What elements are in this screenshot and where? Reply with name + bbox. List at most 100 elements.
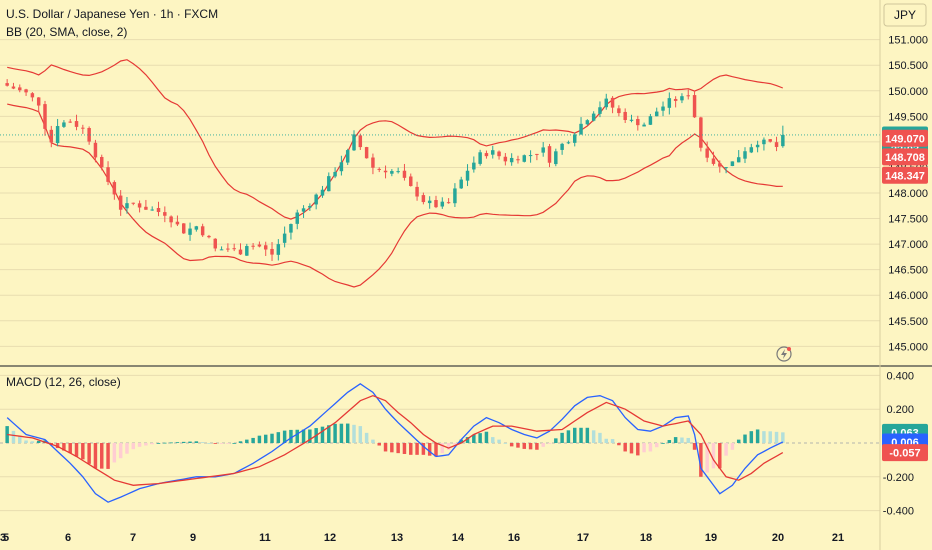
candle-body[interactable] bbox=[781, 134, 785, 147]
histogram-bar[interactable] bbox=[93, 443, 98, 469]
candle-body[interactable] bbox=[667, 98, 672, 108]
histogram-bar[interactable] bbox=[699, 443, 703, 477]
candle-body[interactable] bbox=[522, 155, 527, 162]
histogram-bar[interactable] bbox=[579, 427, 583, 443]
bb-lower-tag[interactable]: 148.347 bbox=[885, 170, 925, 182]
histogram-bar[interactable] bbox=[629, 443, 634, 454]
histogram-bar[interactable] bbox=[55, 443, 60, 449]
histogram-bar[interactable] bbox=[5, 426, 9, 443]
histogram-bar[interactable] bbox=[774, 431, 779, 443]
candle-body[interactable] bbox=[598, 107, 602, 114]
candle-body[interactable] bbox=[730, 161, 735, 167]
candle-body[interactable] bbox=[699, 117, 703, 148]
histogram-bar[interactable] bbox=[409, 443, 413, 455]
histogram-bar[interactable] bbox=[327, 425, 331, 443]
histogram-bar[interactable] bbox=[232, 443, 236, 444]
candle-body[interactable] bbox=[371, 157, 375, 168]
candle-body[interactable] bbox=[409, 176, 413, 187]
candle-body[interactable] bbox=[251, 245, 255, 247]
candle-body[interactable] bbox=[377, 168, 381, 170]
candle-body[interactable] bbox=[232, 248, 236, 250]
candle-body[interactable] bbox=[295, 212, 299, 224]
candle-body[interactable] bbox=[390, 171, 394, 174]
histogram-bar[interactable] bbox=[472, 434, 476, 443]
candle-body[interactable] bbox=[774, 142, 779, 147]
histogram-bar[interactable] bbox=[528, 443, 533, 450]
histogram-bar[interactable] bbox=[112, 443, 117, 463]
candle-body[interactable] bbox=[434, 200, 438, 208]
candle-body[interactable] bbox=[100, 156, 104, 168]
candle-body[interactable] bbox=[263, 245, 268, 250]
candle-body[interactable] bbox=[736, 157, 741, 163]
candle-body[interactable] bbox=[352, 134, 356, 151]
histogram-bar[interactable] bbox=[289, 429, 293, 443]
histogram-bar[interactable] bbox=[144, 443, 148, 446]
candle-body[interactable] bbox=[118, 195, 123, 210]
candle-body[interactable] bbox=[636, 119, 640, 126]
macd-line[interactable] bbox=[6, 383, 784, 503]
candle-body[interactable] bbox=[339, 162, 344, 172]
histogram-bar[interactable] bbox=[207, 443, 211, 444]
candle-body[interactable] bbox=[30, 93, 35, 98]
candle-body[interactable] bbox=[440, 201, 445, 207]
histogram-bar[interactable] bbox=[295, 429, 299, 443]
symbol-title[interactable]: U.S. Dollar / Japanese Yen · 1h · FXCM bbox=[6, 7, 218, 21]
candle-body[interactable] bbox=[144, 206, 148, 210]
candle-body[interactable] bbox=[226, 248, 230, 250]
histogram-bar[interactable] bbox=[383, 443, 388, 452]
candle-body[interactable] bbox=[327, 176, 331, 192]
histogram-bar[interactable] bbox=[598, 432, 602, 443]
histogram-bar[interactable] bbox=[673, 437, 678, 443]
candle-body[interactable] bbox=[49, 129, 54, 143]
macd-pane[interactable] bbox=[0, 383, 880, 503]
histogram-bar[interactable] bbox=[36, 440, 41, 443]
histogram-bar[interactable] bbox=[150, 443, 154, 445]
histogram-bar[interactable] bbox=[169, 442, 173, 444]
histogram-bar[interactable] bbox=[371, 439, 375, 443]
histogram-bar[interactable] bbox=[68, 443, 72, 454]
candle-body[interactable] bbox=[169, 216, 173, 223]
candle-body[interactable] bbox=[36, 97, 41, 106]
histogram-bar[interactable] bbox=[730, 443, 735, 450]
candle-body[interactable] bbox=[661, 106, 665, 111]
histogram-bar[interactable] bbox=[686, 437, 690, 443]
candle-body[interactable] bbox=[617, 108, 621, 114]
histogram-bar[interactable] bbox=[333, 423, 337, 443]
histogram-bar[interactable] bbox=[200, 442, 205, 443]
histogram-bar[interactable] bbox=[339, 423, 344, 443]
histogram-bar[interactable] bbox=[661, 443, 665, 444]
histogram-bar[interactable] bbox=[617, 443, 621, 446]
candle-body[interactable] bbox=[427, 200, 432, 204]
histogram-bar[interactable] bbox=[263, 434, 268, 443]
candle-body[interactable] bbox=[755, 144, 760, 148]
candle-body[interactable] bbox=[648, 116, 653, 125]
candle-body[interactable] bbox=[503, 156, 508, 162]
histogram-bar[interactable] bbox=[427, 443, 432, 456]
candle-body[interactable] bbox=[591, 113, 596, 121]
candle-body[interactable] bbox=[724, 167, 728, 169]
candle-body[interactable] bbox=[301, 208, 306, 212]
histogram-bar[interactable] bbox=[421, 443, 426, 455]
histogram-bar[interactable] bbox=[118, 443, 123, 459]
histogram-bar[interactable] bbox=[465, 437, 470, 443]
price-axis[interactable]: 151.000150.500150.000149.500149.000148.5… bbox=[882, 35, 928, 518]
candle-body[interactable] bbox=[238, 249, 243, 255]
candle-body[interactable] bbox=[194, 226, 199, 230]
candle-body[interactable] bbox=[163, 212, 167, 216]
lightning-icon[interactable] bbox=[776, 346, 792, 362]
histogram-bar[interactable] bbox=[194, 441, 199, 443]
histogram-bar[interactable] bbox=[30, 441, 35, 443]
candle-body[interactable] bbox=[421, 195, 426, 203]
histogram-bar[interactable] bbox=[604, 438, 609, 443]
histogram-bar[interactable] bbox=[270, 433, 274, 443]
candle-body[interactable] bbox=[560, 143, 564, 150]
histogram-bar[interactable] bbox=[87, 443, 91, 464]
histogram-bar[interactable] bbox=[257, 435, 262, 443]
histogram-bar[interactable] bbox=[402, 443, 407, 454]
candle-body[interactable] bbox=[137, 203, 142, 208]
histogram-bar[interactable] bbox=[762, 431, 766, 443]
histogram-bar[interactable] bbox=[692, 443, 697, 450]
candle-body[interactable] bbox=[541, 147, 545, 153]
candle-body[interactable] bbox=[188, 228, 192, 235]
